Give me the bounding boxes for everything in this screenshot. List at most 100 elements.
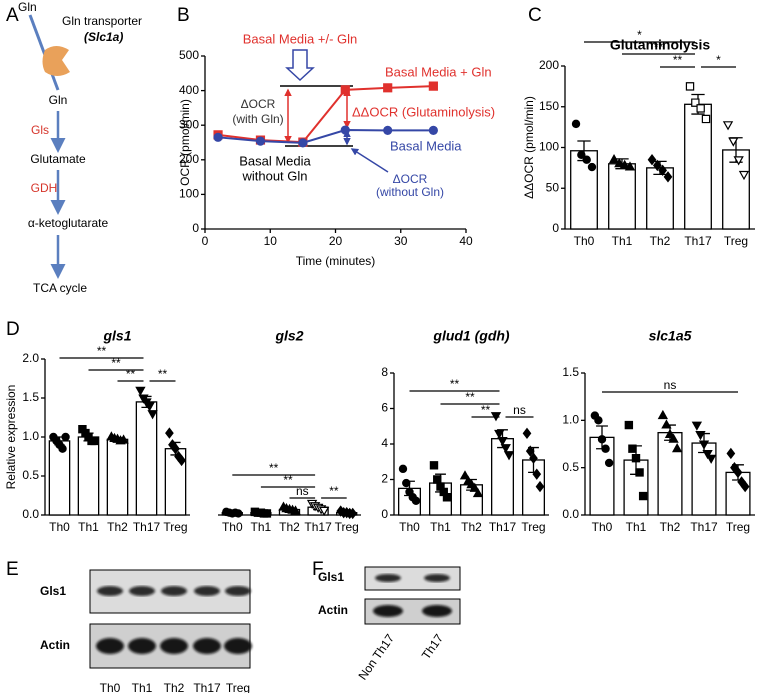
data-point: [535, 480, 545, 493]
y-tick-label: 0: [192, 221, 199, 235]
data-point: [624, 161, 636, 171]
x-tick-label: Th17: [489, 520, 517, 534]
significance-label: ns: [296, 484, 309, 498]
data-point: [671, 443, 683, 453]
data-point: [58, 444, 67, 453]
x-tick-label: Th0: [592, 520, 613, 534]
data-point: [234, 509, 243, 518]
x-axis-label: Time (minutes): [296, 254, 376, 268]
transporter-label: Gln transporter: [62, 14, 142, 28]
y-tick-label: 0.0: [562, 507, 579, 521]
annotation: ΔΔOCR (Glutaminolysis): [352, 104, 495, 119]
data-point: [459, 470, 471, 480]
panel-label: A: [6, 5, 19, 26]
chart-title: slc1a5: [649, 328, 692, 344]
x-tick-label: Th1: [612, 234, 633, 248]
series-marker: [340, 125, 350, 135]
x-tick-label: Th0: [222, 520, 243, 534]
data-point: [738, 170, 750, 181]
data-point: [429, 461, 439, 470]
transporter-gene: (Slc1a): [84, 30, 123, 44]
y-tick-label: 1.0: [562, 413, 579, 427]
x-tick-label: 40: [459, 234, 473, 248]
x-tick-label: Th2: [279, 520, 300, 534]
data-point: [668, 433, 679, 443]
data-point: [171, 443, 180, 455]
data-point: [577, 150, 586, 160]
data-point: [696, 104, 705, 113]
panel-label: E: [6, 559, 19, 580]
annotation: Basal Media +/- Gln: [243, 31, 358, 46]
data-point: [348, 507, 358, 520]
pathway-step: Glutamate: [30, 152, 86, 166]
lane-label: Th2: [164, 681, 185, 693]
y-tick-label: 1.5: [22, 390, 39, 404]
x-tick-label: Th0: [399, 520, 420, 534]
data-point: [411, 496, 421, 505]
bar: [48, 440, 71, 516]
data-point: [147, 410, 158, 420]
panel-label: C: [528, 5, 542, 26]
x-tick-label: Th2: [461, 520, 482, 534]
annotation: ΔOCR: [393, 172, 428, 186]
x-tick-label: Th2: [660, 520, 681, 534]
blot-row-label: Gls1: [40, 584, 66, 598]
significance-label: **: [673, 53, 683, 67]
data-point: [177, 454, 186, 467]
bar: [106, 438, 129, 516]
panel-label: B: [177, 5, 190, 26]
y-tick-label: 0: [552, 221, 559, 235]
data-point: [661, 419, 672, 429]
significance-label: ns: [513, 403, 526, 417]
data-point: [638, 491, 648, 501]
blot-row-label: Actin: [318, 603, 348, 617]
bar: [657, 431, 683, 516]
x-tick-label: 0: [202, 234, 209, 248]
pathway-enzyme: GDH: [31, 181, 58, 195]
blot-band: [160, 638, 188, 654]
y-tick-label: 50: [546, 180, 560, 194]
data-point: [614, 158, 625, 168]
lane-label: Th1: [132, 681, 153, 693]
blot-band: [161, 586, 187, 596]
y-tick-label: 8: [381, 365, 388, 379]
data-point: [658, 164, 668, 176]
series-marker: [428, 81, 438, 91]
y-tick-label: 2: [381, 472, 388, 486]
series-label: Basal Media + Gln: [385, 64, 492, 79]
data-point: [733, 156, 744, 166]
blot-band: [128, 638, 156, 654]
series-marker: [383, 125, 393, 135]
pathway-substrate: Gln: [18, 0, 37, 14]
y-tick-label: 150: [539, 99, 559, 113]
data-point: [695, 431, 706, 441]
data-point: [597, 435, 607, 444]
x-tick-label: Th17: [304, 520, 332, 534]
data-point: [165, 427, 174, 439]
annotation: ΔOCR: [241, 97, 276, 111]
y-tick-label: 2.0: [22, 351, 39, 365]
significance-label: **: [97, 344, 107, 358]
series-marker: [255, 136, 266, 146]
significance-label: **: [158, 367, 168, 381]
x-tick-label: Th0: [49, 520, 70, 534]
data-point: [604, 458, 614, 468]
y-tick-label: 100: [179, 187, 199, 201]
series-label: Basal Media: [390, 138, 462, 153]
y-axis-label: ΔΔOCR (pmol/min): [522, 96, 536, 199]
chart-title: glud1 (gdh): [432, 328, 510, 344]
data-point: [726, 447, 736, 460]
data-point: [647, 154, 657, 166]
x-tick-label: Th2: [650, 234, 671, 248]
series-marker: [340, 85, 350, 95]
panel-label: D: [6, 319, 20, 340]
series-marker: [298, 138, 308, 148]
data-point: [728, 137, 739, 147]
x-tick-label: Th17: [133, 520, 161, 534]
data-point: [525, 445, 535, 457]
x-tick-label: 20: [329, 234, 343, 248]
data-point: [472, 487, 484, 498]
media-switch-arrow: [285, 49, 315, 82]
